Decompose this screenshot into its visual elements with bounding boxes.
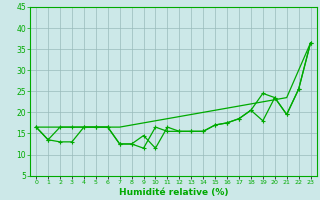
X-axis label: Humidité relative (%): Humidité relative (%) bbox=[119, 188, 228, 197]
